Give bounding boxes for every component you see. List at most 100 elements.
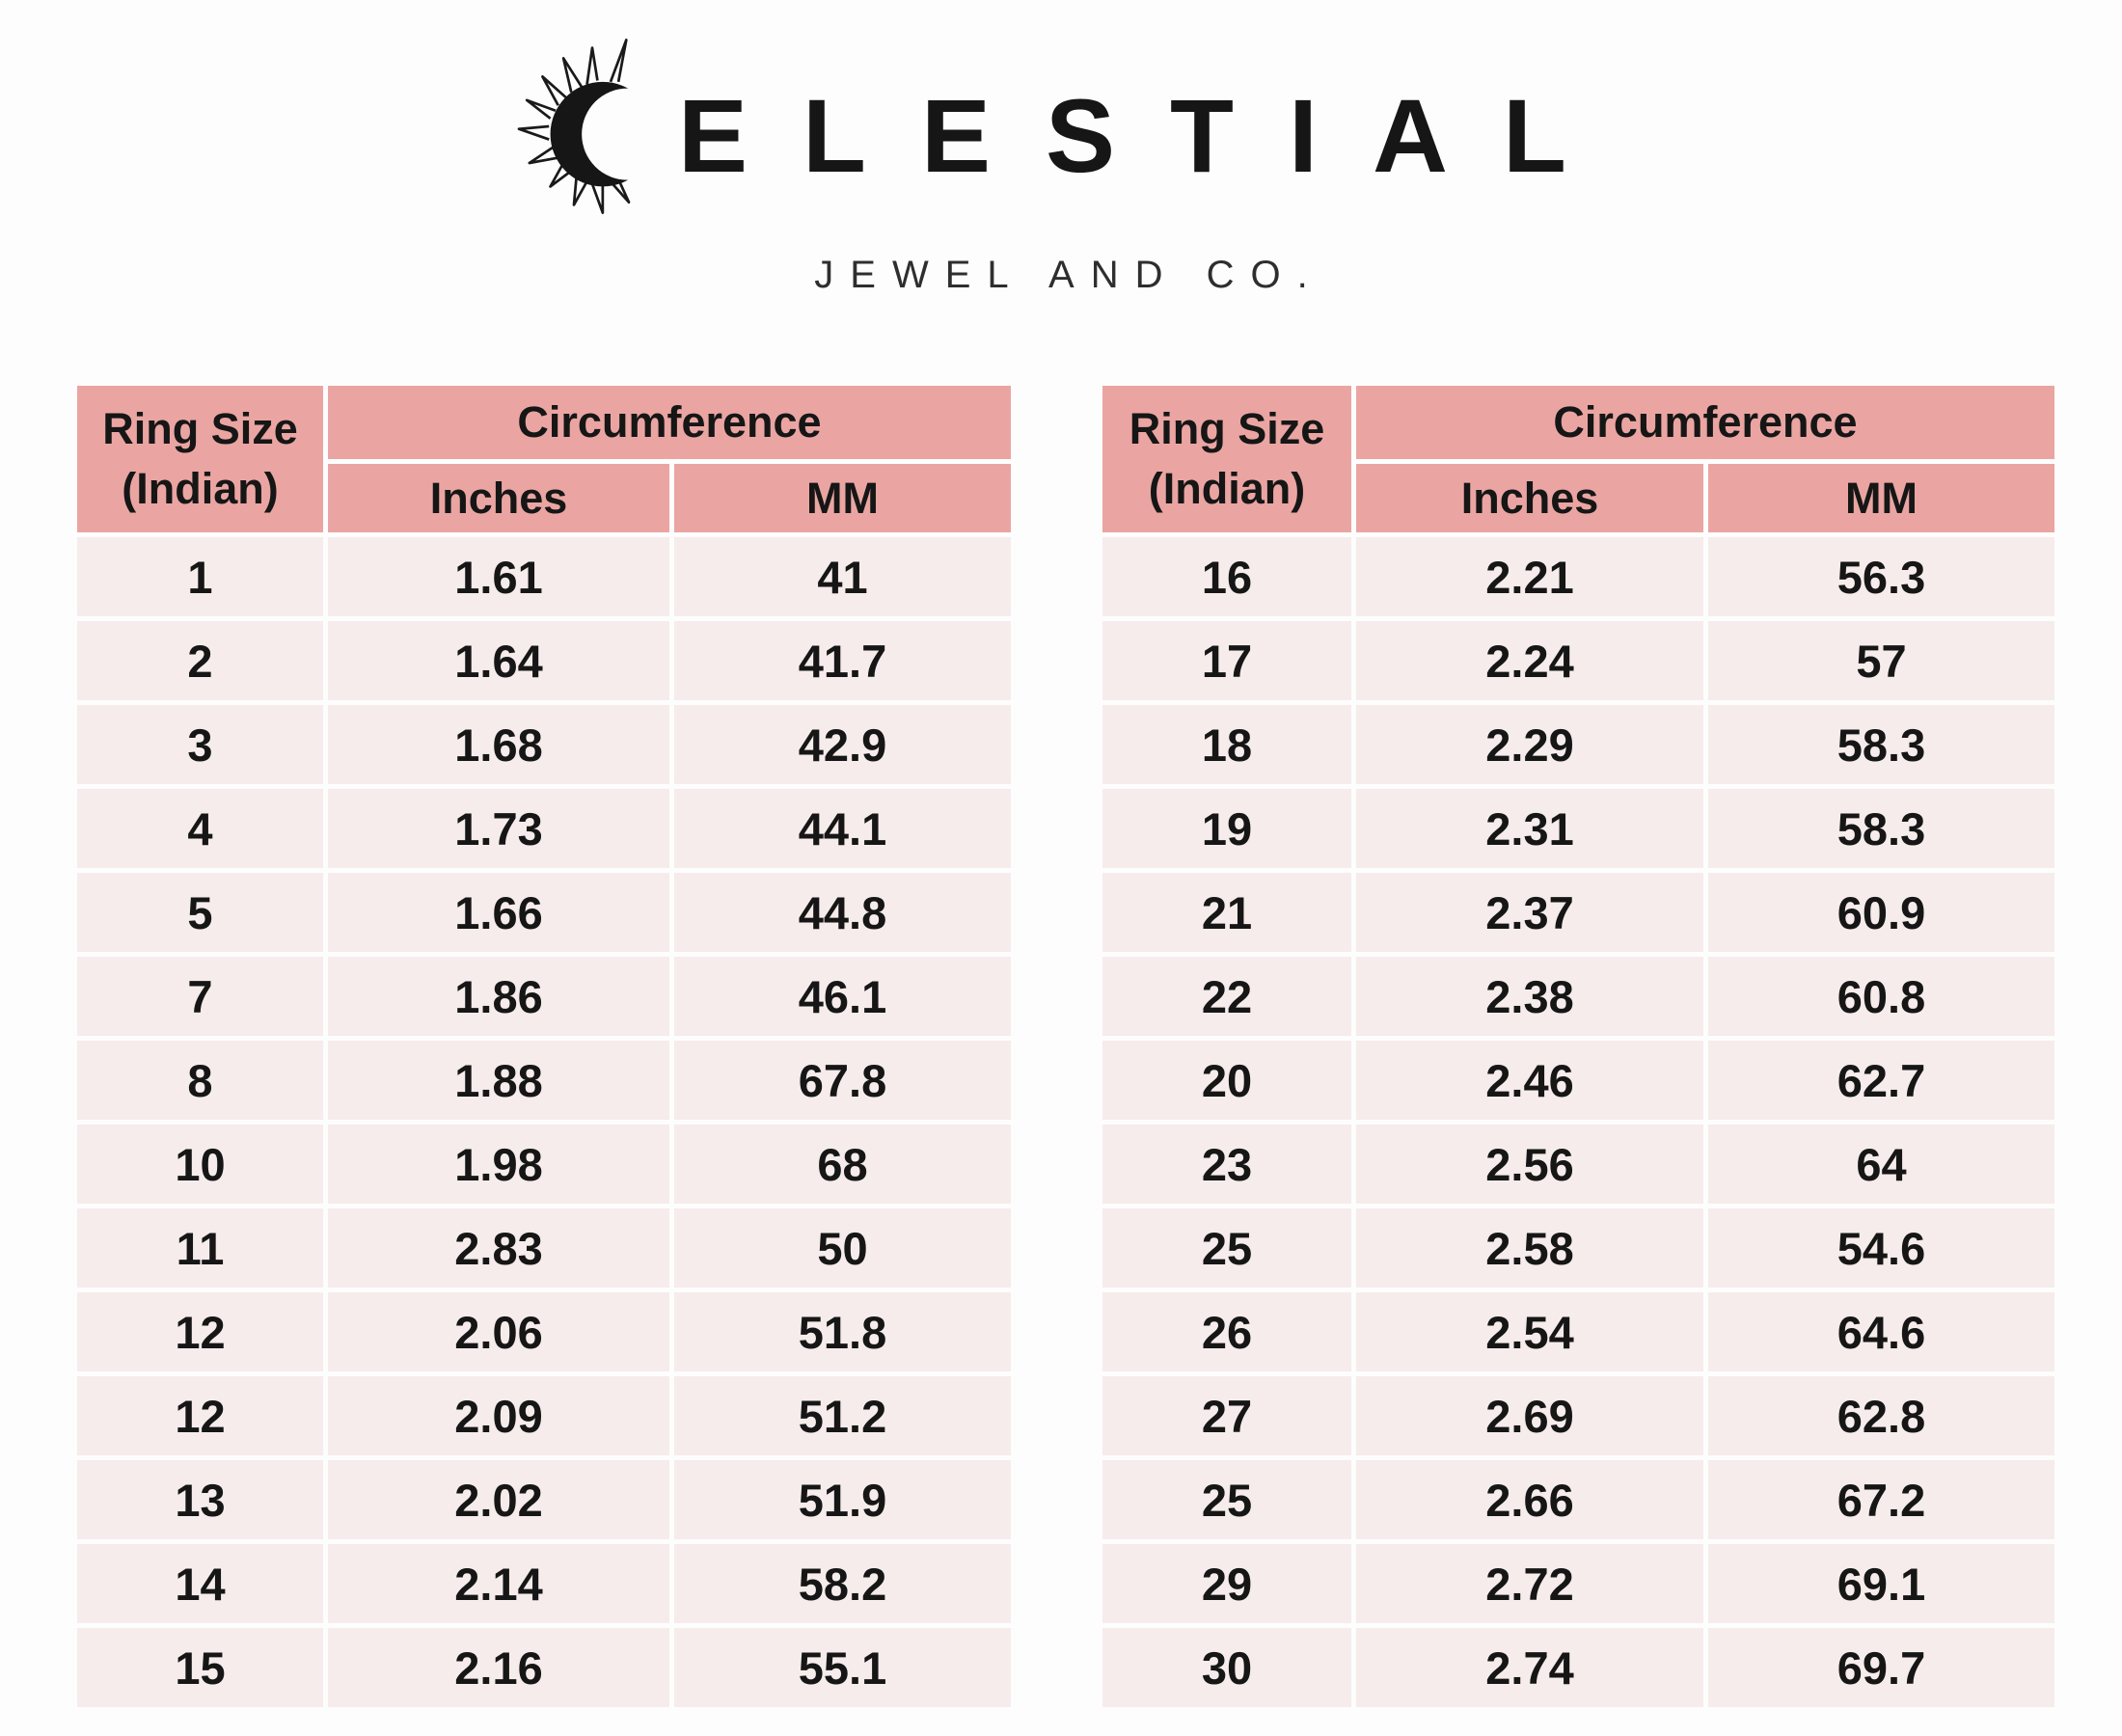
brand-logo: ELESTIAL JEWEL AND CO.	[0, 37, 2122, 297]
table-cell-mm: 44.1	[674, 789, 1011, 868]
table-cell-inches: 1.68	[328, 705, 669, 784]
brand-subtitle: JEWEL AND CO.	[814, 254, 1324, 296]
table-cell-mm: 64	[1708, 1125, 2054, 1204]
table-cell-inches: 2.02	[328, 1460, 669, 1539]
table-cell-inches: 1.98	[328, 1125, 669, 1204]
ring-size-header: Ring Size (Indian)	[1102, 386, 1351, 532]
table-cell-size: 12	[77, 1292, 323, 1371]
table-cell-inches: 1.73	[328, 789, 669, 868]
table-cell-size: 3	[77, 705, 323, 784]
table-cell-inches: 1.88	[328, 1041, 669, 1120]
table-cell-mm: 51.8	[674, 1292, 1011, 1371]
table-cell-mm: 55.1	[674, 1628, 1011, 1707]
table-cell-size: 26	[1102, 1292, 1351, 1371]
ring-size-table-right: Ring Size (Indian) Circumference Inches …	[1102, 386, 2054, 1707]
table-cell-mm: 41.7	[674, 621, 1011, 700]
table-cell-mm: 54.6	[1708, 1208, 2054, 1288]
table-cell-mm: 58.3	[1708, 789, 2054, 868]
table-cell-size: 12	[77, 1376, 323, 1455]
table-cell-mm: 56.3	[1708, 537, 2054, 616]
table-cell-mm: 62.8	[1708, 1376, 2054, 1455]
table-cell-mm: 46.1	[674, 957, 1011, 1036]
table-cell-inches: 2.38	[1356, 957, 1703, 1036]
table-cell-size: 21	[1102, 873, 1351, 952]
table-cell-mm: 51.2	[674, 1376, 1011, 1455]
table-cell-size: 20	[1102, 1041, 1351, 1120]
table-cell-size: 16	[1102, 537, 1351, 616]
brand-name-row: ELESTIAL	[501, 37, 1621, 234]
table-cell-mm: 58.2	[674, 1544, 1011, 1623]
table-cell-inches: 2.83	[328, 1208, 669, 1288]
table-cell-mm: 62.7	[1708, 1041, 2054, 1120]
table-cell-inches: 2.37	[1356, 873, 1703, 952]
table-cell-size: 4	[77, 789, 323, 868]
table-cell-mm: 69.7	[1708, 1628, 2054, 1707]
table-cell-mm: 69.1	[1708, 1544, 2054, 1623]
table-cell-inches: 2.72	[1356, 1544, 1703, 1623]
table-cell-mm: 42.9	[674, 705, 1011, 784]
table-cell-inches: 2.29	[1356, 705, 1703, 784]
sun-crescent-icon	[517, 39, 674, 214]
mm-header: MM	[1708, 464, 2054, 532]
table-cell-mm: 68	[674, 1125, 1011, 1204]
table-cell-mm: 60.8	[1708, 957, 2054, 1036]
table-cell-mm: 64.6	[1708, 1292, 2054, 1371]
table-cell-inches: 1.86	[328, 957, 669, 1036]
table-cell-mm: 51.9	[674, 1460, 1011, 1539]
table-cell-inches: 2.58	[1356, 1208, 1703, 1288]
ring-size-header-line2: (Indian)	[122, 464, 279, 513]
table-cell-inches: 2.16	[328, 1628, 669, 1707]
ring-size-header-line1: Ring Size	[102, 404, 298, 453]
table-cell-inches: 2.56	[1356, 1125, 1703, 1204]
table-cell-inches: 1.61	[328, 537, 669, 616]
ring-size-header-line2: (Indian)	[1148, 464, 1306, 513]
table-cell-inches: 1.64	[328, 621, 669, 700]
ring-size-table-left: Ring Size (Indian) Circumference Inches …	[77, 386, 1011, 1707]
table-cell-inches: 2.06	[328, 1292, 669, 1371]
table-cell-mm: 58.3	[1708, 705, 2054, 784]
table-cell-mm: 44.8	[674, 873, 1011, 952]
brand-name: ELESTIAL	[677, 76, 1622, 194]
inches-header: Inches	[328, 464, 669, 532]
table-cell-size: 7	[77, 957, 323, 1036]
table-cell-inches: 2.31	[1356, 789, 1703, 868]
table-cell-size: 15	[77, 1628, 323, 1707]
table-cell-inches: 2.24	[1356, 621, 1703, 700]
table-cell-size: 23	[1102, 1125, 1351, 1204]
table-cell-size: 8	[77, 1041, 323, 1120]
table-cell-size: 10	[77, 1125, 323, 1204]
table-cell-mm: 67.2	[1708, 1460, 2054, 1539]
table-cell-inches: 2.14	[328, 1544, 669, 1623]
table-cell-size: 25	[1102, 1460, 1351, 1539]
table-cell-inches: 2.69	[1356, 1376, 1703, 1455]
table-cell-size: 13	[77, 1460, 323, 1539]
inches-header: Inches	[1356, 464, 1703, 532]
table-cell-size: 11	[77, 1208, 323, 1288]
table-cell-inches: 2.66	[1356, 1460, 1703, 1539]
table-cell-size: 29	[1102, 1544, 1351, 1623]
table-cell-inches: 2.21	[1356, 537, 1703, 616]
table-cell-mm: 57	[1708, 621, 2054, 700]
circumference-header: Circumference	[328, 386, 1011, 459]
table-cell-size: 19	[1102, 789, 1351, 868]
table-cell-mm: 50	[674, 1208, 1011, 1288]
table-cell-size: 27	[1102, 1376, 1351, 1455]
table-cell-size: 2	[77, 621, 323, 700]
table-cell-size: 18	[1102, 705, 1351, 784]
table-cell-mm: 60.9	[1708, 873, 2054, 952]
table-cell-inches: 2.54	[1356, 1292, 1703, 1371]
table-cell-mm: 67.8	[674, 1041, 1011, 1120]
table-cell-size: 22	[1102, 957, 1351, 1036]
table-cell-size: 17	[1102, 621, 1351, 700]
ring-size-header-line1: Ring Size	[1129, 404, 1325, 453]
circumference-header: Circumference	[1356, 386, 2054, 459]
table-cell-inches: 2.09	[328, 1376, 669, 1455]
mm-header: MM	[674, 464, 1011, 532]
table-cell-mm: 41	[674, 537, 1011, 616]
table-cell-size: 1	[77, 537, 323, 616]
table-cell-size: 14	[77, 1544, 323, 1623]
table-cell-inches: 2.46	[1356, 1041, 1703, 1120]
ring-size-header: Ring Size (Indian)	[77, 386, 323, 532]
table-cell-size: 5	[77, 873, 323, 952]
table-cell-size: 30	[1102, 1628, 1351, 1707]
